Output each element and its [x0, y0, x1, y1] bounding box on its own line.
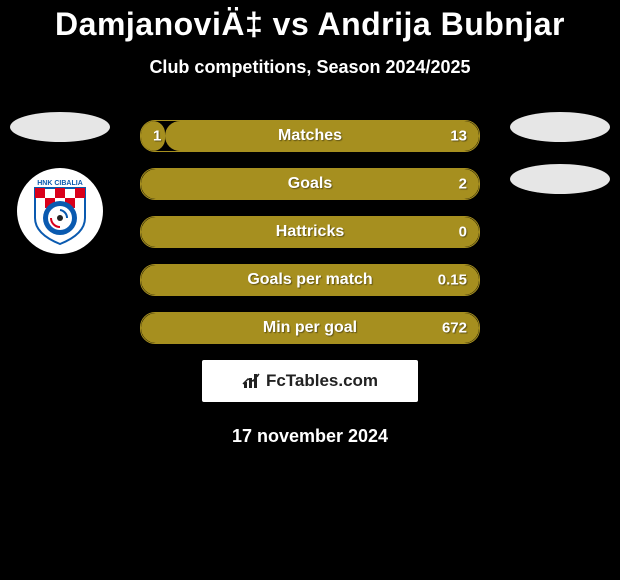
- branding-label: FcTables.com: [266, 371, 378, 391]
- comparison-title: DamjanoviÄ‡ vs Andrija Bubnjar: [0, 0, 620, 43]
- as-of-date: 17 november 2024: [0, 426, 620, 447]
- stat-label: Goals: [288, 175, 332, 193]
- stat-label: Goals per match: [247, 271, 372, 289]
- chart-icon: [242, 372, 262, 390]
- stat-value-right: 13: [450, 128, 467, 145]
- stat-bar: Goals 2: [140, 168, 480, 200]
- stat-bar: Min per goal 672: [140, 312, 480, 344]
- club-logo-placeholder: [510, 164, 610, 194]
- comparison-subtitle: Club competitions, Season 2024/2025: [0, 57, 620, 78]
- branding-badge: FcTables.com: [202, 360, 418, 402]
- stat-label: Matches: [278, 127, 342, 145]
- left-player-column: HNK CIBALIA: [10, 112, 110, 254]
- player-avatar-placeholder: [10, 112, 110, 142]
- svg-text:HNK CIBALIA: HNK CIBALIA: [37, 180, 83, 187]
- widget-root: DamjanoviÄ‡ vs Andrija Bubnjar Club comp…: [0, 0, 620, 580]
- stat-bar: Matches 1 13: [140, 120, 480, 152]
- right-player-column: [510, 112, 610, 216]
- stat-value-right: 0.15: [438, 272, 467, 289]
- player-avatar-placeholder: [510, 112, 610, 142]
- club-logo: HNK CIBALIA: [17, 168, 103, 254]
- stat-value-right: 0: [459, 224, 467, 241]
- stat-label: Hattricks: [276, 223, 344, 241]
- stat-label: Min per goal: [263, 319, 357, 337]
- stat-bar: Goals per match 0.15: [140, 264, 480, 296]
- stat-value-right: 672: [442, 320, 467, 337]
- stat-bars-container: Matches 1 13 Goals 2 Hattricks 0 Goals per matc…: [140, 120, 480, 344]
- stats-section: HNK CIBALIA: [0, 120, 620, 344]
- stat-value-left: 1: [153, 128, 161, 145]
- branding-text: FcTables.com: [242, 371, 378, 391]
- stat-bar: Hattricks 0: [140, 216, 480, 248]
- stat-value-right: 2: [459, 176, 467, 193]
